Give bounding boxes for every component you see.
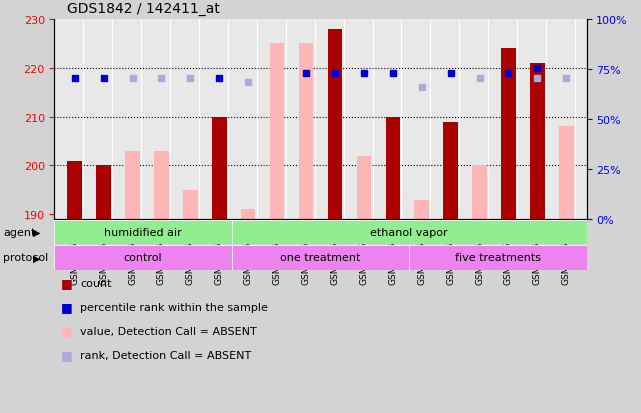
Bar: [559, 127, 574, 220]
Bar: [154, 152, 169, 220]
Text: count: count: [80, 278, 112, 288]
Text: ethanol vapor: ethanol vapor: [370, 227, 448, 237]
Bar: [183, 190, 197, 220]
Bar: [299, 44, 313, 220]
Text: agent: agent: [3, 227, 36, 237]
Bar: [96, 166, 111, 220]
Bar: [54, 221, 232, 244]
Text: ■: ■: [61, 276, 72, 290]
Text: ■: ■: [61, 348, 72, 361]
Text: GDS1842 / 142411_at: GDS1842 / 142411_at: [67, 2, 220, 16]
Text: percentile rank within the sample: percentile rank within the sample: [80, 302, 268, 312]
Bar: [54, 245, 232, 271]
Text: ■: ■: [61, 300, 72, 313]
Bar: [232, 221, 587, 244]
Bar: [409, 245, 587, 271]
Text: protocol: protocol: [3, 253, 49, 263]
Text: one treatment: one treatment: [280, 253, 361, 263]
Bar: [472, 166, 487, 220]
Text: five treatments: five treatments: [455, 253, 541, 263]
Text: control: control: [124, 253, 162, 263]
Bar: [241, 210, 256, 220]
Bar: [415, 200, 429, 220]
Bar: [385, 117, 400, 220]
Bar: [530, 64, 545, 220]
Text: rank, Detection Call = ABSENT: rank, Detection Call = ABSENT: [80, 350, 251, 360]
Text: ▶: ▶: [33, 227, 41, 237]
Bar: [501, 49, 515, 220]
Bar: [444, 122, 458, 220]
Bar: [270, 44, 285, 220]
Text: humidified air: humidified air: [104, 227, 182, 237]
Bar: [232, 245, 409, 271]
Bar: [356, 157, 371, 220]
Bar: [126, 152, 140, 220]
Bar: [212, 117, 226, 220]
Text: ▶: ▶: [33, 253, 41, 263]
Bar: [328, 30, 342, 220]
Bar: [67, 161, 82, 220]
Text: ■: ■: [61, 324, 72, 337]
Text: value, Detection Call = ABSENT: value, Detection Call = ABSENT: [80, 326, 257, 336]
